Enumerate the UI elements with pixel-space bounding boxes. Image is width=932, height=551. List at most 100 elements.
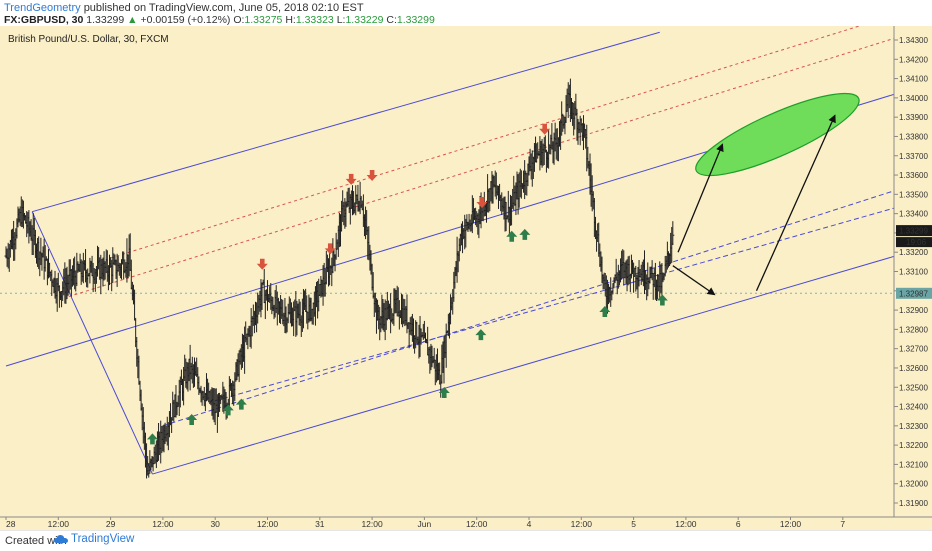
buy-arrow-icon <box>599 306 611 318</box>
price-tick-label: 1.33200 <box>899 248 928 257</box>
time-tick-label: 31 <box>315 519 325 529</box>
cloud-icon <box>54 534 68 543</box>
price-tick-label: 1.33600 <box>899 171 928 180</box>
time-tick-label: 30 <box>210 519 220 529</box>
price-axis-bg <box>894 26 932 517</box>
chart-background <box>0 26 932 530</box>
time-tick-label: 29 <box>106 519 116 529</box>
time-tick-label: 12:00 <box>780 519 802 529</box>
last-price-badge <box>896 225 932 237</box>
target-ellipse <box>695 92 860 177</box>
reference-price-label: 1.32987 <box>899 289 928 298</box>
tradingview-logo[interactable]: TradingView <box>54 533 134 545</box>
time-tick-label: 12:00 <box>48 519 70 529</box>
price-tick-label: 1.34200 <box>899 55 928 64</box>
open-label: O: <box>233 14 245 26</box>
sell-arrow-icon <box>324 243 336 255</box>
channel-drawings <box>5 26 895 475</box>
projection-arrow <box>672 265 716 296</box>
price-tick-label: 1.32900 <box>899 306 928 315</box>
time-tick-label: 5 <box>631 519 636 529</box>
price-tick-label: 1.33700 <box>899 152 928 161</box>
time-tick-label: 12:00 <box>361 519 383 529</box>
price-tick-label: 1.32800 <box>899 325 928 334</box>
countdown-label: 19:06 <box>906 238 927 247</box>
price-tick-label: 1.32300 <box>899 422 928 431</box>
buy-arrow-icon <box>235 398 247 410</box>
high-value: 1.33323 <box>295 14 334 26</box>
price-tick-label: 1.32200 <box>899 441 928 450</box>
price-tick-label: 1.32500 <box>899 383 928 392</box>
price-tick-label: 1.32400 <box>899 403 928 412</box>
dashed-channel-line <box>215 207 895 402</box>
price-tick-label: 1.32700 <box>899 345 928 354</box>
price-tick-label: 1.34000 <box>899 94 928 103</box>
low-label: L: <box>336 14 346 26</box>
price-bars <box>4 78 675 479</box>
countdown-badge <box>896 237 932 248</box>
time-tick-label: 28 <box>6 519 16 529</box>
tradingview-brand: TradingView <box>71 533 135 545</box>
time-tick-label: 4 <box>527 519 532 529</box>
buy-arrow-icon <box>186 414 198 426</box>
buy-arrow-icon <box>656 294 668 306</box>
price-tick-label: 1.32600 <box>899 364 928 373</box>
change-value: +0.00159 (+0.12%) <box>140 14 231 26</box>
sell-arrow-icon <box>476 197 488 209</box>
sell-arrow-icon <box>345 173 357 185</box>
channel-line <box>152 255 895 475</box>
sell-arrow-icon <box>539 123 551 135</box>
publication-header: TrendGeometry published on TradingView.c… <box>0 0 932 26</box>
time-tick-label: Jun <box>418 519 432 529</box>
price-tick-label: 1.32100 <box>899 460 928 469</box>
dashed-channel-line <box>110 26 862 259</box>
buy-arrow-icon <box>519 228 531 240</box>
buy-arrow-icon <box>146 433 158 445</box>
publisher-line: TrendGeometry published on TradingView.c… <box>4 2 364 14</box>
time-axis-bg <box>0 517 932 530</box>
sell-arrow-icon <box>256 258 268 270</box>
price-tick-label: 1.33100 <box>899 268 928 277</box>
change-up-icon: ▲ <box>127 14 138 26</box>
time-tick-label: 12:00 <box>152 519 174 529</box>
sell-arrow-icon <box>366 170 378 182</box>
price-tick-label: 1.34100 <box>899 75 928 84</box>
time-tick-label: 12:00 <box>257 519 279 529</box>
projection-drawings <box>672 92 860 296</box>
published-text: published on TradingView.com, June 05, 2… <box>83 2 364 14</box>
price-tick-label: 1.32000 <box>899 480 928 489</box>
projection-arrow <box>755 114 836 292</box>
chart-title: British Pound/U.S. Dollar, 30, FXCM <box>8 34 169 45</box>
price-labels: 1.33299 19:06 1.32987 <box>896 225 932 299</box>
buy-arrow-icon <box>475 329 487 341</box>
time-tick-label: 7 <box>840 519 845 529</box>
author-link[interactable]: TrendGeometry <box>4 2 81 14</box>
time-tick-label: 6 <box>736 519 741 529</box>
last-price-value: 1.33299 <box>86 14 125 26</box>
dashed-channel-line <box>68 37 895 298</box>
reference-price-badge <box>896 287 932 299</box>
projection-arrow <box>677 143 724 253</box>
high-label: H: <box>285 14 296 26</box>
low-value: 1.33229 <box>345 14 384 26</box>
price-chart[interactable]: British Pound/U.S. Dollar, 30, FXCM 1.34… <box>0 26 932 530</box>
close-value: 1.33299 <box>396 14 435 26</box>
time-tick-label: 12:00 <box>675 519 697 529</box>
close-label: C: <box>386 14 397 26</box>
footer: Created with TradingView <box>0 530 932 551</box>
channel-line <box>31 211 153 475</box>
open-value: 1.33275 <box>244 14 283 26</box>
price-tick-label: 1.33400 <box>899 210 928 219</box>
symbol-label: FX:GBPUSD, 30 <box>4 14 84 26</box>
price-axis[interactable]: 1.34300 1.34200 1.34100 1.34000 1.33900 1.338… <box>893 26 932 517</box>
buy-arrow-icon <box>438 387 450 399</box>
buy-arrow-icon <box>506 230 518 242</box>
channel-line <box>32 31 660 213</box>
ohlc-legend: FX:GBPUSD, 30 1.33299 ▲ +0.00159 (+0.12%… <box>4 14 435 26</box>
time-axis[interactable]: 28 12:00 29 12:00 30 12:00 31 12:00 Jun 12:00 4 12:… <box>0 516 932 530</box>
price-tick-label: 1.31900 <box>899 499 928 508</box>
signal-arrows <box>146 123 668 445</box>
price-tick-label: 1.34300 <box>899 36 928 45</box>
last-price-label: 1.33299 <box>899 227 928 236</box>
buy-arrow-icon <box>222 404 234 416</box>
